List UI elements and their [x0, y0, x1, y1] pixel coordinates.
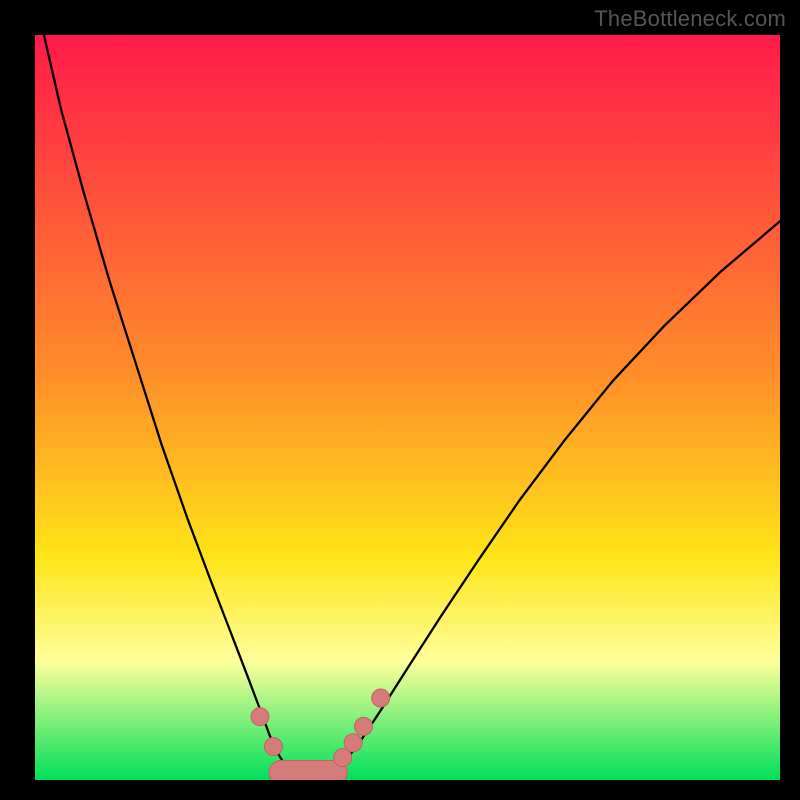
bead-dot [372, 689, 390, 707]
bottleneck-curve [44, 35, 780, 779]
chart-container: TheBottleneck.com [0, 0, 800, 800]
watermark-text: TheBottleneck.com [594, 6, 786, 32]
bead-dot [251, 708, 269, 726]
chart-svg [35, 35, 780, 780]
bead-dot [355, 717, 373, 735]
bead-dot [264, 737, 282, 755]
bead-dot [344, 734, 362, 752]
bead-dot [334, 749, 352, 767]
plot-area [35, 35, 780, 780]
